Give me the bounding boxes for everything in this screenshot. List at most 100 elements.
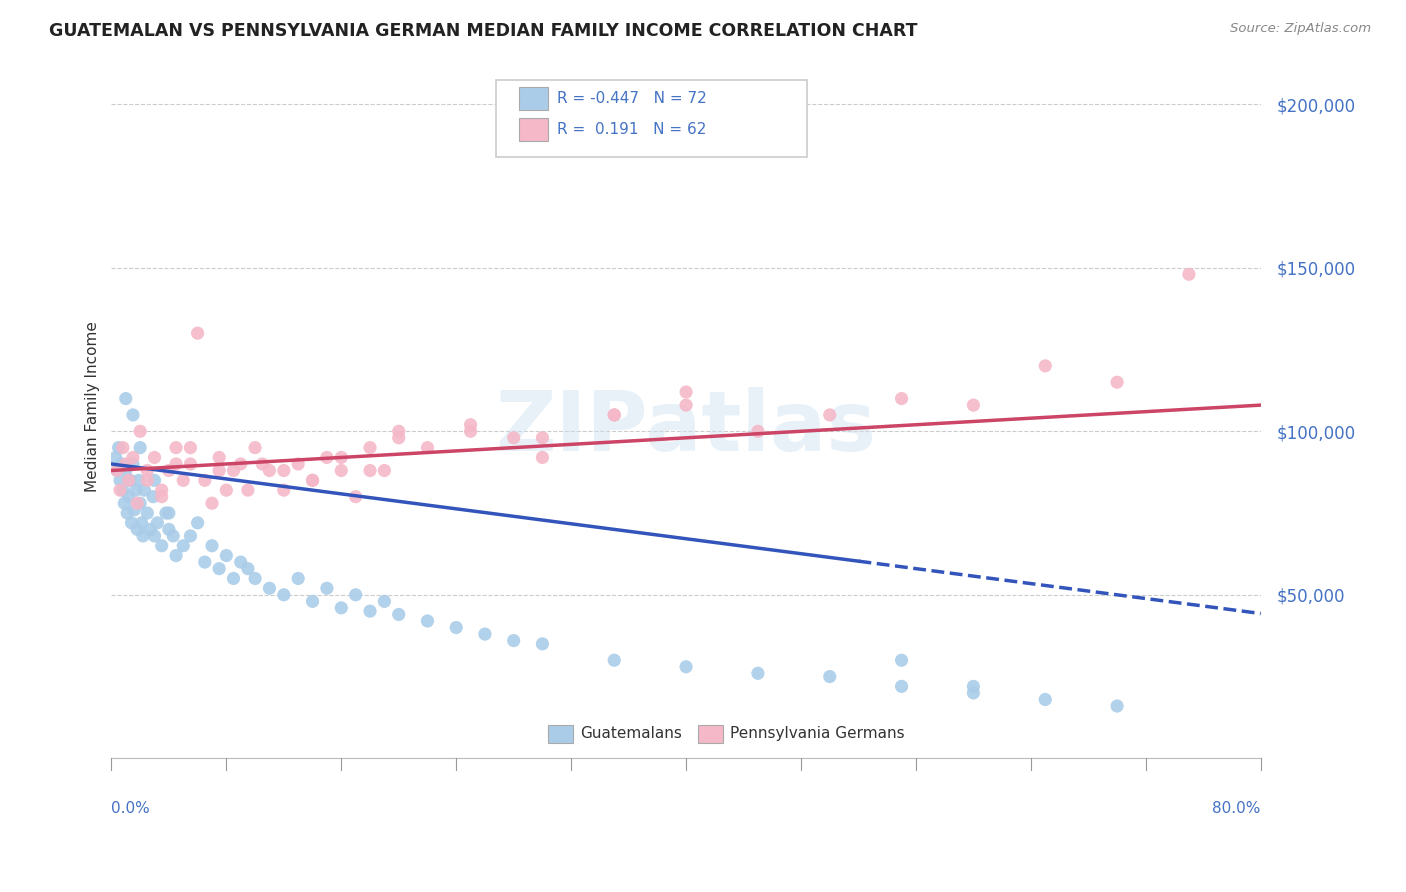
Text: 0.0%: 0.0% xyxy=(111,800,150,815)
Point xyxy=(110,457,132,471)
Point xyxy=(120,473,142,487)
Point xyxy=(444,620,467,634)
Point xyxy=(373,463,395,477)
Point xyxy=(301,594,323,608)
Point xyxy=(162,529,184,543)
Point xyxy=(146,516,169,530)
Point xyxy=(229,457,252,471)
Point xyxy=(603,408,626,422)
FancyBboxPatch shape xyxy=(697,724,723,743)
Point xyxy=(105,463,128,477)
Point xyxy=(222,463,245,477)
Point xyxy=(194,555,217,569)
Point xyxy=(124,502,146,516)
Text: Source: ZipAtlas.com: Source: ZipAtlas.com xyxy=(1230,22,1371,36)
Point xyxy=(330,463,353,477)
Point xyxy=(316,581,339,595)
Point xyxy=(104,450,127,465)
Point xyxy=(273,588,295,602)
Point xyxy=(359,463,381,477)
Point xyxy=(747,424,769,438)
Point xyxy=(115,506,138,520)
Point xyxy=(157,506,180,520)
Point xyxy=(236,561,259,575)
Point xyxy=(122,450,145,465)
Point xyxy=(416,441,439,455)
Point xyxy=(127,522,149,536)
Point xyxy=(122,408,145,422)
Point xyxy=(208,450,231,465)
Point xyxy=(962,679,984,693)
Point xyxy=(1178,267,1201,281)
Point xyxy=(316,450,339,465)
Point xyxy=(301,473,323,487)
Point xyxy=(179,529,201,543)
Point xyxy=(388,607,411,622)
Point xyxy=(150,539,173,553)
Text: Guatemalans: Guatemalans xyxy=(581,726,682,741)
Point xyxy=(1033,359,1056,373)
Point xyxy=(229,555,252,569)
Point xyxy=(344,490,367,504)
Point xyxy=(157,463,180,477)
Point xyxy=(890,679,912,693)
Point xyxy=(179,457,201,471)
Point xyxy=(172,539,194,553)
Point xyxy=(114,457,136,471)
Point xyxy=(112,496,135,510)
Point xyxy=(388,431,411,445)
Point xyxy=(187,326,209,340)
Point xyxy=(460,424,482,438)
Point xyxy=(416,614,439,628)
Point xyxy=(603,408,626,422)
Point xyxy=(330,600,353,615)
Point xyxy=(344,588,367,602)
Point xyxy=(215,549,238,563)
Point xyxy=(105,463,128,477)
Point xyxy=(150,483,173,497)
Point xyxy=(675,384,697,399)
FancyBboxPatch shape xyxy=(519,119,548,141)
Point xyxy=(474,627,496,641)
Point xyxy=(215,483,238,497)
Point xyxy=(273,463,295,477)
Point xyxy=(111,441,134,455)
Point xyxy=(259,581,281,595)
Point xyxy=(460,417,482,432)
Point xyxy=(143,529,166,543)
Point xyxy=(359,441,381,455)
Point xyxy=(179,441,201,455)
Point xyxy=(747,666,769,681)
Point xyxy=(136,463,159,477)
Point xyxy=(388,424,411,438)
Text: ZIPatlas: ZIPatlas xyxy=(495,387,876,468)
Point xyxy=(172,473,194,487)
Point xyxy=(129,441,152,455)
Point xyxy=(107,441,129,455)
Point xyxy=(134,483,156,497)
FancyBboxPatch shape xyxy=(496,79,807,157)
Point xyxy=(125,483,148,497)
Point xyxy=(131,516,153,530)
Point xyxy=(187,516,209,530)
Point xyxy=(129,496,152,510)
Text: R =  0.191   N = 62: R = 0.191 N = 62 xyxy=(557,122,707,137)
Point xyxy=(165,549,187,563)
Point xyxy=(208,463,231,477)
Text: R = -0.447   N = 72: R = -0.447 N = 72 xyxy=(557,91,707,106)
Point xyxy=(962,686,984,700)
Point xyxy=(194,473,217,487)
Point xyxy=(121,516,143,530)
Point xyxy=(890,392,912,406)
Point xyxy=(165,441,187,455)
Point xyxy=(127,496,149,510)
Point xyxy=(132,529,155,543)
Point xyxy=(962,398,984,412)
Point xyxy=(818,669,841,683)
Point xyxy=(108,473,131,487)
Point xyxy=(236,483,259,497)
Point xyxy=(287,457,309,471)
Point xyxy=(165,457,187,471)
Point xyxy=(675,398,697,412)
Point xyxy=(359,604,381,618)
